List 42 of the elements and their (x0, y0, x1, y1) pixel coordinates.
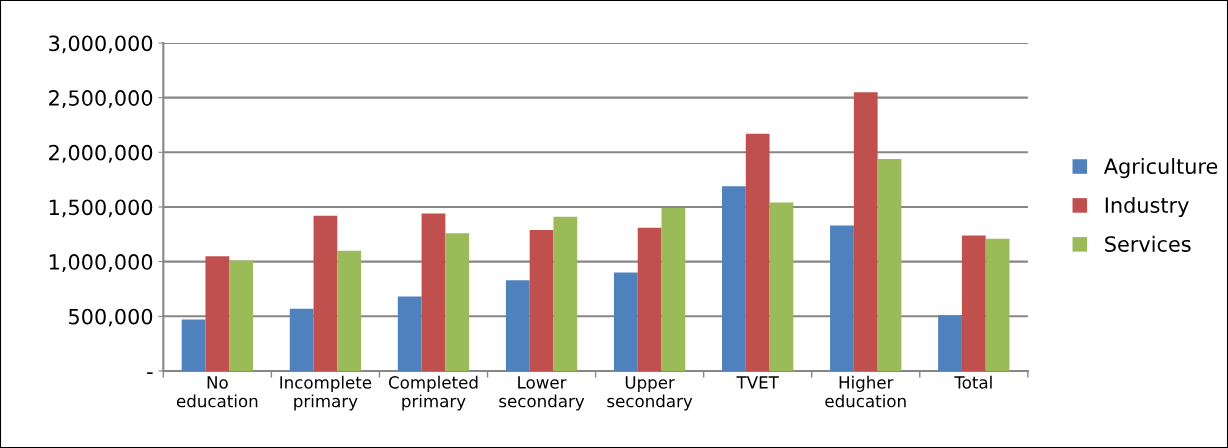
x-tick-label: Lower secondary (499, 376, 585, 411)
bar (553, 216, 578, 371)
bar (745, 133, 770, 371)
bar (830, 225, 854, 371)
y-tick-label: 1,000,000 (49, 254, 153, 272)
y-tick-label: 3,000,000 (49, 35, 153, 54)
bar (661, 208, 686, 371)
legend-label: Agriculture (1103, 157, 1218, 179)
bar (421, 213, 446, 371)
bar (505, 280, 530, 371)
y-tick-label: 2,000,000 (49, 144, 153, 163)
bar (961, 235, 986, 371)
x-tick-label: Higher education (825, 375, 906, 408)
bar (289, 308, 314, 371)
bar (853, 92, 878, 371)
y-tick-label: 1,500,000 (49, 199, 153, 218)
x-tick-label: Incomplete primary (280, 375, 372, 411)
y-tick-label: 500,000 (69, 308, 153, 327)
x-tick-label: Upper secondary (607, 376, 693, 411)
bar (637, 227, 662, 371)
bar (769, 202, 794, 371)
bar (613, 272, 638, 371)
y-tick-label: - (147, 372, 153, 374)
bar (529, 229, 554, 371)
bar (337, 250, 362, 371)
bar (229, 260, 254, 371)
legend-label: Industry (1105, 196, 1189, 218)
bar (397, 296, 422, 371)
bar (985, 238, 1010, 371)
bar (445, 233, 470, 371)
bar (313, 215, 338, 371)
x-tick-label: Total (954, 375, 992, 389)
y-tick-label: 2,500,000 (49, 90, 153, 108)
bar (181, 319, 206, 371)
bar (205, 256, 230, 371)
bar (877, 158, 902, 371)
bar (722, 186, 746, 371)
x-tick-label: Completed primary (388, 375, 478, 411)
legend-label: Services (1105, 235, 1191, 252)
x-tick-label: No education (176, 376, 258, 408)
x-tick-label: TVET (736, 376, 779, 389)
bar (938, 315, 962, 371)
